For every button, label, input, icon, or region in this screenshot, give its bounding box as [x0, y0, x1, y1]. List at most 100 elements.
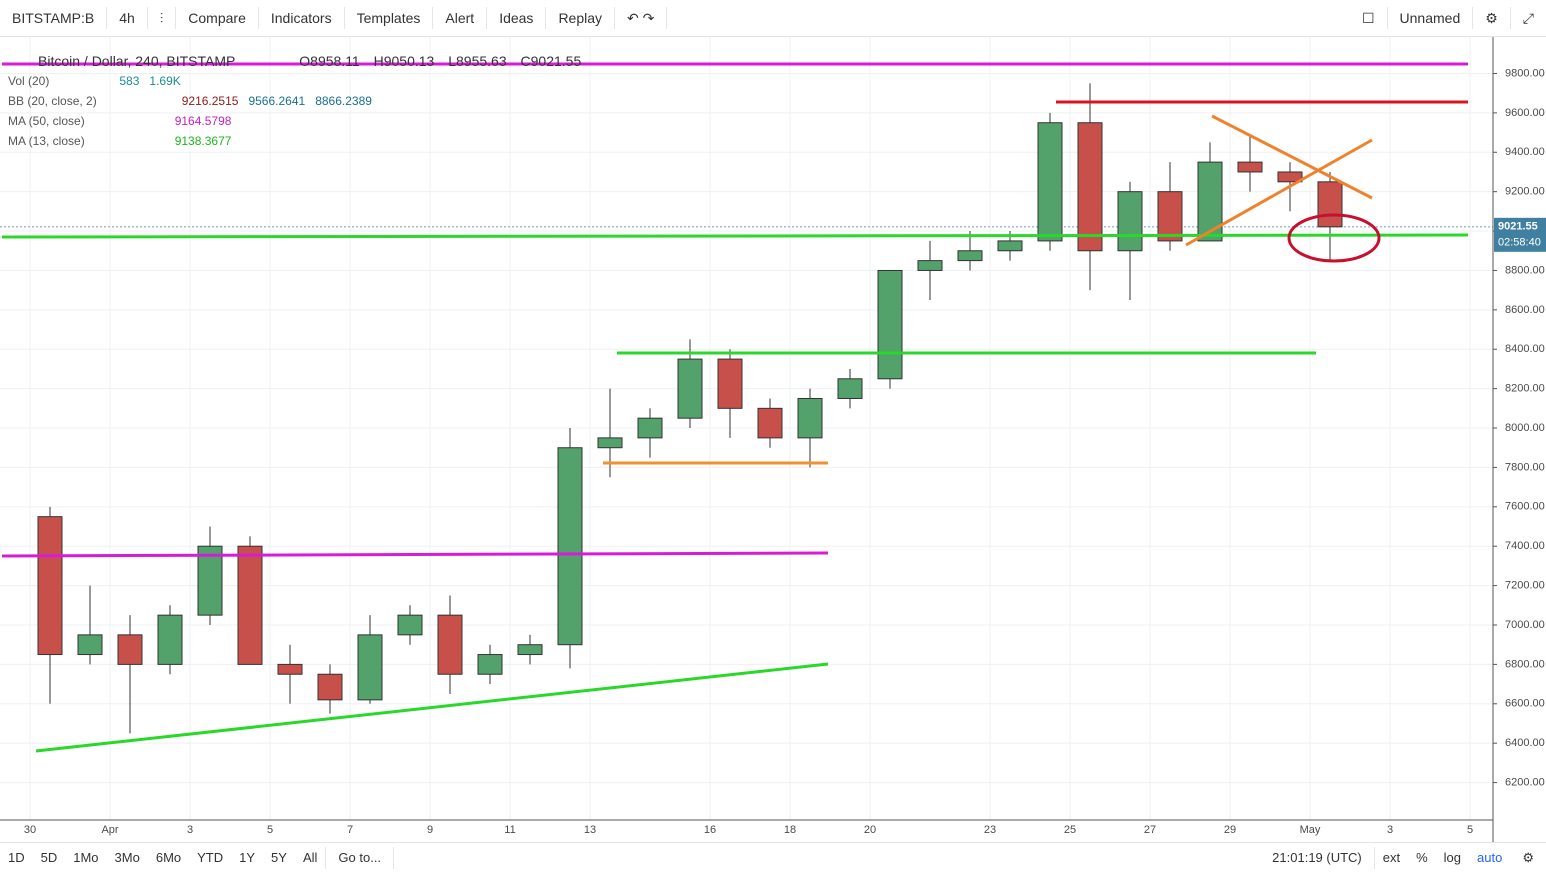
- candle-body: [1037, 122, 1063, 242]
- legend-ma50: MA (50, close) 9164.5798: [8, 114, 241, 128]
- y-tick-label: 8600.00: [1505, 304, 1545, 316]
- range-button[interactable]: 3Mo: [114, 850, 140, 865]
- x-tick-label: 3: [1387, 824, 1393, 836]
- settings[interactable]: ⚙: [1522, 850, 1534, 865]
- interval[interactable]: 4h: [107, 7, 148, 29]
- range-button[interactable]: 1Y: [239, 850, 256, 865]
- candle-body: [1157, 191, 1183, 242]
- candle-body: [237, 545, 263, 665]
- option-button[interactable]: log: [1443, 850, 1462, 865]
- candle-body: [917, 260, 943, 271]
- top-toolbar: BITSTAMP:B 4h ⫶ Compare Indicators Templ…: [0, 0, 1546, 37]
- x-tick-label: 7: [347, 824, 353, 836]
- candle-body: [1077, 122, 1103, 252]
- alert[interactable]: Alert: [433, 7, 488, 29]
- legend-title: Bitcoin / Dollar, 240, BITSTAMP: [38, 53, 236, 69]
- range-button[interactable]: 1D: [8, 850, 25, 865]
- candle-body: [797, 397, 823, 439]
- option-button[interactable]: ext: [1382, 850, 1401, 865]
- x-tick-label: 11: [504, 824, 515, 836]
- legend-value: 9216.2515: [181, 94, 239, 108]
- range-button[interactable]: 5Y: [271, 850, 287, 865]
- expand[interactable]: ⤢: [1522, 10, 1534, 26]
- undo[interactable]: ↶ ↷: [615, 7, 668, 29]
- x-tick-label: 3: [187, 824, 193, 836]
- x-tick-label: 9: [427, 824, 433, 836]
- legend-value: 9164.5798: [174, 114, 232, 128]
- x-tick-label: Apr: [101, 824, 118, 836]
- candle-body: [37, 516, 63, 656]
- candle-body: [757, 407, 783, 439]
- settings[interactable]: ⚙: [1473, 7, 1511, 29]
- range-button[interactable]: 5D: [40, 850, 58, 865]
- candle-body: [1317, 181, 1343, 228]
- legend-close: C9021.55: [520, 53, 582, 69]
- legend-ma13: MA (13, close) 9138.3677: [8, 134, 241, 148]
- drawing-line: [1185, 138, 1373, 247]
- drawing-line: [35, 662, 829, 753]
- candle-body: [277, 663, 303, 675]
- drawings: [1, 62, 1469, 753]
- legend-name: MA (13, close): [8, 134, 85, 148]
- bottom-toolbar: 1D 5D 1Mo 3Mo 6Mo YTD 1Y 5Y All Go to... 21:01:19 …: [0, 842, 1546, 873]
- legend-name: Vol (20): [8, 74, 50, 88]
- range-button[interactable]: All: [302, 850, 318, 865]
- y-tick-label: 6200.00: [1505, 776, 1545, 788]
- ideas[interactable]: Ideas: [487, 7, 547, 29]
- fullscreen-box[interactable]: ☐: [1350, 7, 1388, 29]
- x-tick-label: 25: [1064, 824, 1076, 836]
- y-tick-label: 9600.00: [1505, 107, 1545, 119]
- compare[interactable]: Compare: [176, 7, 259, 29]
- y-tick-label: 9200.00: [1505, 186, 1545, 198]
- range-button[interactable]: 1Mo: [73, 850, 99, 865]
- legend-vol: Vol (20) 583 1.69K: [8, 74, 191, 88]
- range-button[interactable]: 6Mo: [155, 850, 182, 865]
- legend-value: 9138.3677: [174, 134, 232, 148]
- y-tick-label: 9800.00: [1505, 67, 1545, 79]
- x-tick-label: May: [1300, 824, 1321, 836]
- candle-body: [437, 614, 463, 675]
- chart-type[interactable]: ⫶: [148, 7, 177, 29]
- option-button[interactable]: auto: [1477, 850, 1503, 865]
- indicators[interactable]: Indicators: [259, 7, 345, 29]
- countdown: 02:58:40: [1498, 237, 1541, 249]
- y-tick-label: 6600.00: [1505, 698, 1545, 710]
- candle-body: [997, 240, 1023, 252]
- legend-main: Bitcoin / Dollar, 240, BITSTAMP O8958.11…: [8, 53, 591, 69]
- y-tick-label: 8400.00: [1505, 343, 1545, 355]
- y-tick-label: 7000.00: [1505, 619, 1545, 631]
- symbol[interactable]: BITSTAMP:B: [0, 7, 108, 29]
- legend-value: 8866.2389: [315, 94, 372, 108]
- candle-body: [197, 545, 223, 616]
- candle-body: [717, 358, 743, 409]
- goto[interactable]: Go to...: [325, 847, 395, 869]
- candle-body: [1277, 171, 1303, 183]
- candle-body: [157, 614, 183, 665]
- legend-name: BB (20, close, 2): [8, 94, 97, 108]
- y-tick-label: 9400.00: [1505, 146, 1545, 158]
- legend-value: 583: [119, 74, 140, 88]
- range-button[interactable]: YTD: [197, 850, 224, 865]
- candles: [37, 83, 1343, 734]
- replay[interactable]: Replay: [546, 7, 616, 29]
- candle-body: [1117, 191, 1143, 252]
- option-button[interactable]: %: [1416, 850, 1428, 865]
- legend-value: 1.69K: [149, 74, 181, 88]
- templates[interactable]: Templates: [345, 7, 434, 29]
- candle-body: [837, 378, 863, 399]
- layout-name[interactable]: Unnamed: [1388, 7, 1474, 29]
- candle-body: [77, 634, 103, 656]
- legend-high: H9050.13: [373, 53, 435, 69]
- legend-value: 9566.2641: [248, 94, 306, 108]
- drawing-ellipse: [1287, 213, 1381, 263]
- x-tick-label: 30: [24, 824, 36, 836]
- y-tick-label: 7600.00: [1505, 501, 1545, 513]
- y-tick-label: 6400.00: [1505, 737, 1545, 749]
- candle-body: [557, 447, 583, 646]
- y-tick-label: 7400.00: [1505, 540, 1545, 552]
- candle-body: [1237, 161, 1263, 173]
- drawing-line: [1211, 114, 1373, 200]
- candle-body: [517, 644, 543, 656]
